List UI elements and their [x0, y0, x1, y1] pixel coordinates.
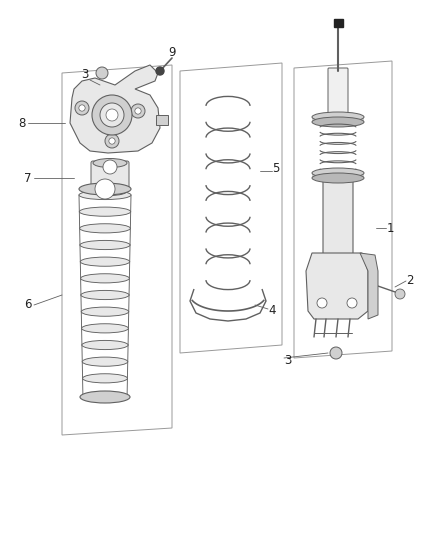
Circle shape [109, 138, 115, 144]
Circle shape [156, 67, 164, 75]
Ellipse shape [79, 183, 131, 195]
Polygon shape [70, 65, 160, 153]
Ellipse shape [83, 374, 127, 383]
Ellipse shape [80, 257, 130, 266]
Circle shape [75, 101, 89, 115]
Ellipse shape [80, 224, 131, 233]
Ellipse shape [80, 240, 130, 249]
Circle shape [95, 179, 115, 199]
Ellipse shape [79, 207, 131, 216]
Ellipse shape [312, 112, 364, 122]
Circle shape [347, 298, 357, 308]
Text: 6: 6 [24, 298, 32, 311]
Text: 1: 1 [386, 222, 394, 235]
Circle shape [96, 67, 108, 79]
Text: 7: 7 [24, 172, 32, 184]
FancyBboxPatch shape [328, 68, 348, 116]
Text: 3: 3 [284, 354, 292, 367]
Ellipse shape [312, 117, 364, 127]
Ellipse shape [81, 290, 129, 300]
Ellipse shape [82, 357, 128, 366]
Circle shape [100, 103, 124, 127]
Text: 9: 9 [168, 46, 176, 60]
Ellipse shape [79, 190, 131, 199]
Polygon shape [360, 253, 378, 319]
Text: 3: 3 [81, 69, 88, 82]
Ellipse shape [312, 168, 364, 178]
Text: 2: 2 [406, 274, 414, 287]
Circle shape [103, 160, 117, 174]
Ellipse shape [81, 307, 129, 316]
Circle shape [317, 298, 327, 308]
Bar [156, 115, 168, 125]
Bar [312, 117, 364, 122]
Polygon shape [306, 253, 368, 319]
Text: 5: 5 [272, 161, 280, 174]
FancyBboxPatch shape [323, 176, 353, 256]
Ellipse shape [82, 341, 128, 350]
Circle shape [395, 289, 405, 299]
Bar [333, 19, 343, 27]
FancyBboxPatch shape [91, 161, 129, 191]
Ellipse shape [81, 324, 128, 333]
Circle shape [105, 134, 119, 148]
Circle shape [79, 105, 85, 111]
Circle shape [330, 347, 342, 359]
Circle shape [135, 108, 141, 114]
Text: 8: 8 [18, 117, 26, 130]
Ellipse shape [312, 173, 364, 183]
Bar [312, 173, 364, 178]
Circle shape [131, 104, 145, 118]
Ellipse shape [93, 187, 127, 196]
Ellipse shape [80, 391, 130, 403]
Ellipse shape [93, 158, 127, 167]
Circle shape [92, 95, 132, 135]
Ellipse shape [81, 274, 129, 283]
Text: 4: 4 [268, 304, 276, 318]
Circle shape [106, 109, 118, 121]
